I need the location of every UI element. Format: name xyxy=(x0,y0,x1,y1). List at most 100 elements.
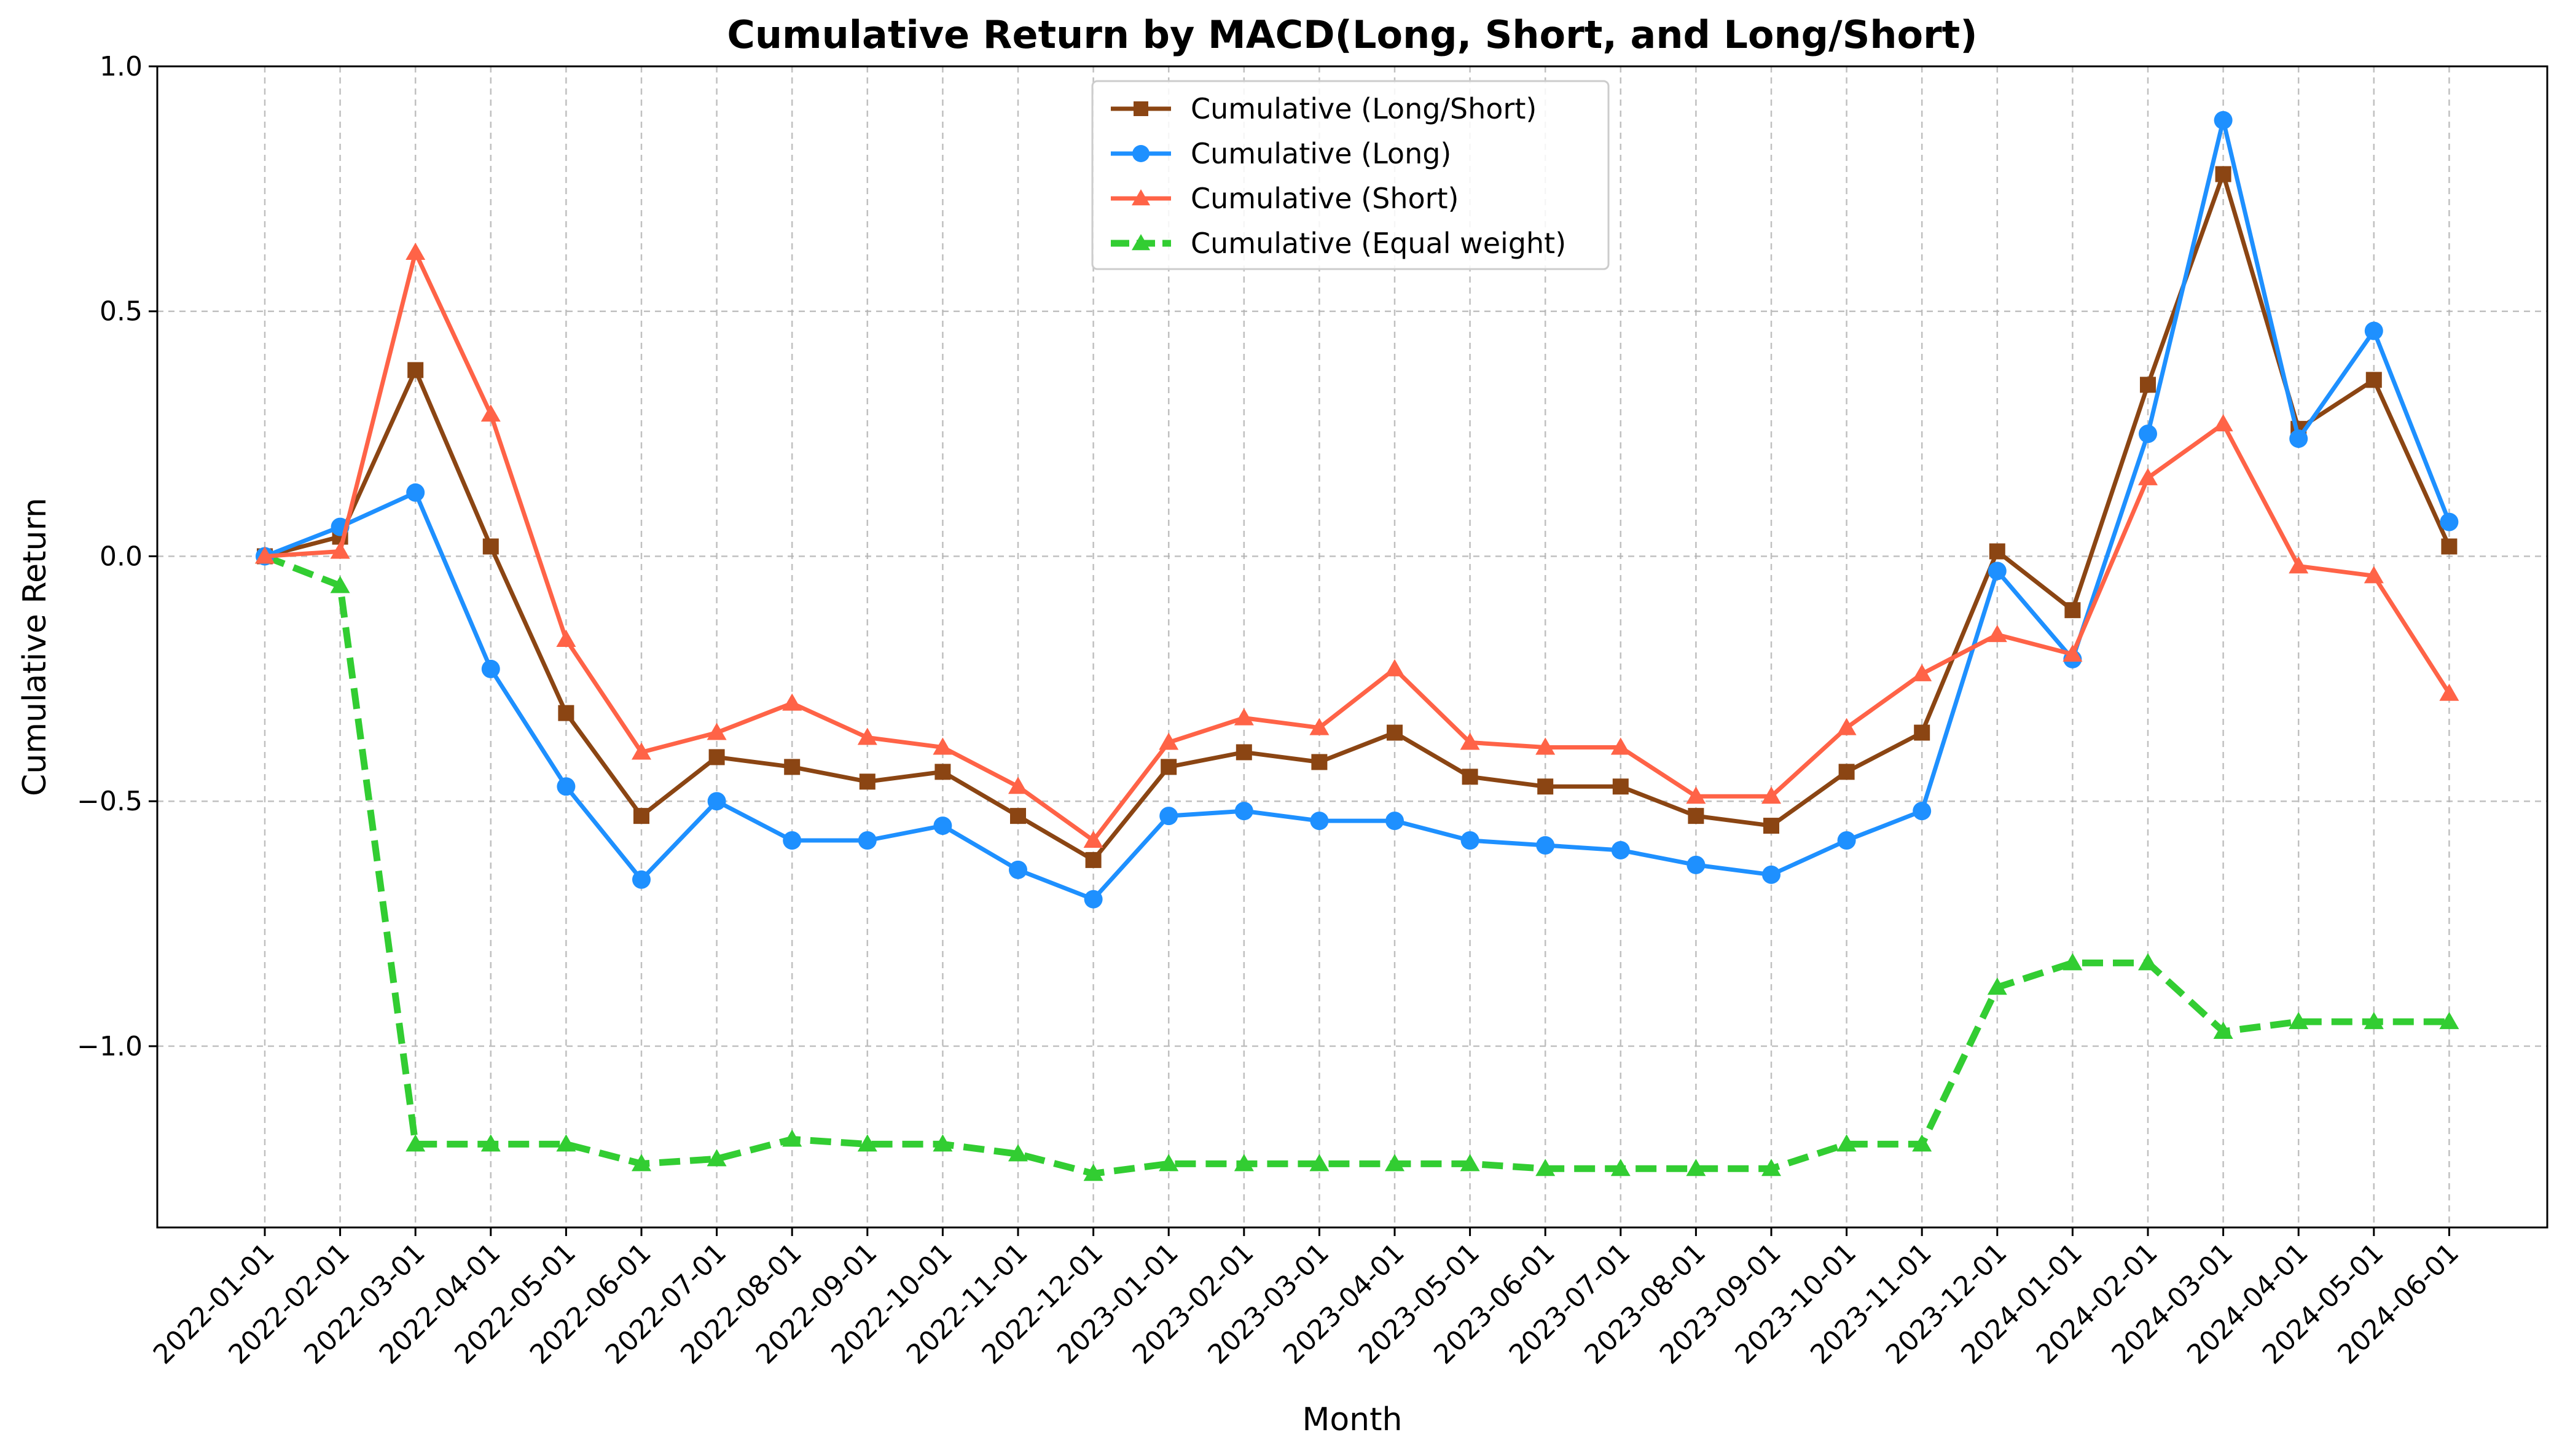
data-point xyxy=(707,792,726,811)
data-point xyxy=(405,1134,426,1152)
data-point xyxy=(1309,718,1330,735)
data-point xyxy=(2063,644,2083,662)
data-point xyxy=(2064,602,2081,619)
plot-frame xyxy=(156,65,2548,1229)
data-point xyxy=(1234,708,1254,726)
legend-label: Cumulative (Short) xyxy=(1191,182,1459,215)
y-tick-label: −0.5 xyxy=(77,786,143,817)
data-point xyxy=(782,1129,802,1147)
data-point xyxy=(1686,855,1706,874)
data-point xyxy=(1987,625,2007,643)
data-point xyxy=(1083,1164,1103,1181)
data-point xyxy=(1085,851,1102,868)
data-point xyxy=(1536,836,1555,855)
legend-box xyxy=(1091,80,1610,270)
data-point xyxy=(1159,1154,1179,1172)
data-point xyxy=(1234,802,1253,821)
series-area xyxy=(255,111,2459,1181)
x-axis-label: Month xyxy=(1303,1401,1403,1438)
data-point xyxy=(255,546,275,564)
data-point xyxy=(1385,659,1404,676)
data-point xyxy=(784,759,801,775)
data-point xyxy=(1610,737,1631,755)
y-axis: 1.0 0.5 0.0 −0.5 −1.0 xyxy=(77,51,157,1062)
data-point xyxy=(1762,865,1780,884)
data-point xyxy=(1310,812,1329,831)
y-tick-label: 0.5 xyxy=(100,296,143,327)
legend-marker xyxy=(1134,101,1148,116)
data-point xyxy=(1234,1154,1254,1172)
y-tick-label: 1.0 xyxy=(100,51,143,82)
data-point xyxy=(1008,777,1028,794)
data-point xyxy=(1913,802,1932,821)
data-point xyxy=(1460,1154,1480,1172)
data-point xyxy=(1988,562,2007,581)
data-point xyxy=(1309,1154,1330,1172)
data-point xyxy=(933,737,953,755)
series-line xyxy=(264,553,2450,1177)
data-point xyxy=(2213,414,2233,432)
data-point xyxy=(1989,543,2005,560)
data-point xyxy=(1837,831,1856,850)
chart-title: Cumulative Return by MACD(Long, Short, a… xyxy=(727,12,1977,57)
data-point xyxy=(1610,1159,1631,1176)
data-point xyxy=(1159,732,1179,750)
data-point xyxy=(2364,566,2384,584)
legend-marker xyxy=(1132,145,1150,162)
y-tick-label: 0.0 xyxy=(100,541,143,572)
data-point xyxy=(405,243,426,260)
data-point xyxy=(2214,111,2233,130)
data-point xyxy=(859,773,876,790)
data-point xyxy=(707,1149,727,1167)
data-point xyxy=(2138,468,2158,485)
data-point xyxy=(407,362,424,378)
data-point xyxy=(1912,663,1932,681)
data-point xyxy=(1236,744,1252,761)
data-point xyxy=(2139,425,2157,444)
data-point xyxy=(2364,1012,2384,1030)
series-line xyxy=(264,171,2451,863)
data-point xyxy=(1084,890,1103,909)
legend: Cumulative (Long/Short) Cumulative (Long)… xyxy=(1091,80,1610,270)
data-point xyxy=(1311,754,1328,770)
data-point xyxy=(633,808,649,824)
data-point xyxy=(330,541,350,559)
data-point xyxy=(2140,377,2156,393)
data-point xyxy=(1008,1144,1028,1162)
data-point xyxy=(1535,737,1556,755)
data-point xyxy=(1385,812,1404,831)
data-point xyxy=(2440,512,2459,531)
legend-label: Cumulative (Long/Short) xyxy=(1191,92,1537,125)
data-point xyxy=(2215,166,2231,182)
data-point xyxy=(1836,718,1857,735)
legend-marker xyxy=(1132,234,1150,251)
data-point xyxy=(2289,429,2308,448)
data-point xyxy=(632,1154,651,1172)
data-point xyxy=(1159,807,1178,826)
data-point xyxy=(1688,808,1704,824)
data-point xyxy=(857,727,877,745)
data-point xyxy=(2289,1012,2309,1030)
data-point xyxy=(556,1134,576,1152)
y-axis-label: Cumulative Return xyxy=(17,498,53,796)
data-point xyxy=(933,1134,953,1152)
data-point xyxy=(480,1134,501,1152)
y-tick-label: −1.0 xyxy=(77,1031,143,1062)
data-point xyxy=(707,722,727,740)
data-point xyxy=(1010,808,1026,824)
data-point xyxy=(1535,1159,1556,1176)
data-point xyxy=(2439,1012,2459,1030)
data-point xyxy=(858,831,877,850)
data-point xyxy=(556,630,576,648)
data-point xyxy=(2138,953,2158,971)
series-line xyxy=(264,250,2451,843)
data-point xyxy=(2213,1022,2233,1039)
data-point xyxy=(783,831,802,850)
data-point xyxy=(2063,953,2083,971)
data-point xyxy=(1612,778,1629,795)
data-point xyxy=(1836,1134,1857,1152)
data-point xyxy=(1838,764,1855,780)
data-point xyxy=(708,749,725,765)
data-point xyxy=(632,742,651,760)
